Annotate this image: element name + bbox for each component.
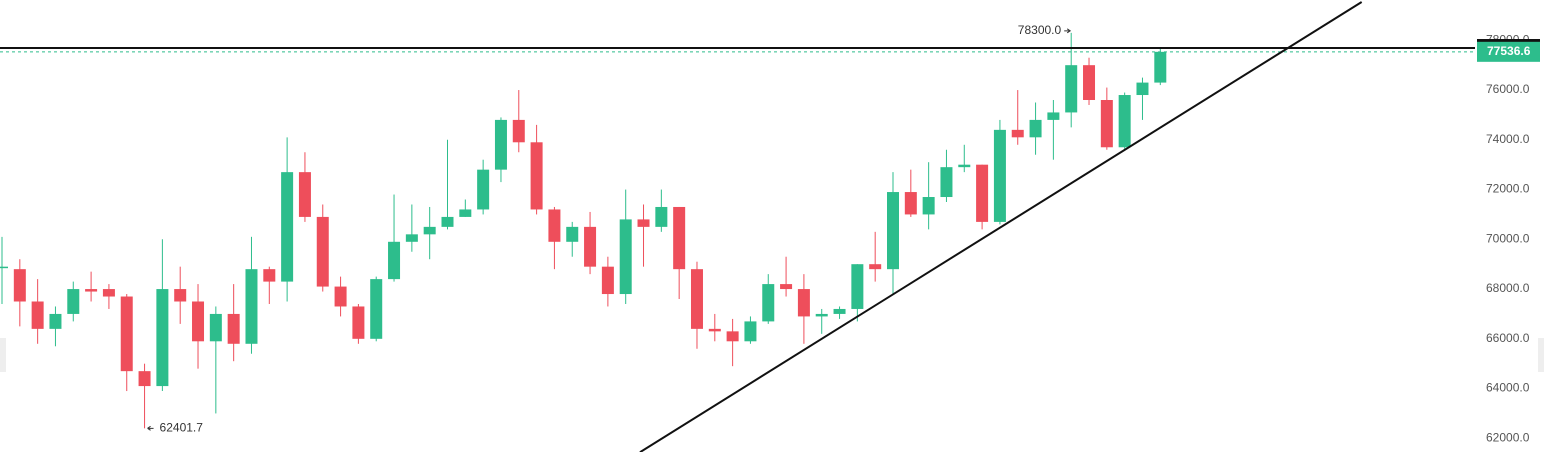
candle-body — [601, 266, 614, 295]
candle-body — [1029, 119, 1042, 138]
candle-body — [370, 279, 383, 339]
candle-body — [744, 321, 757, 342]
candle-body — [530, 142, 543, 210]
candle-body — [1083, 65, 1096, 101]
candle-body — [762, 284, 775, 322]
candle-body — [227, 313, 240, 344]
candle-body — [833, 308, 846, 314]
candle-body — [138, 371, 151, 387]
candle-body — [851, 264, 864, 309]
candle-body — [174, 289, 187, 302]
candle-body — [67, 289, 80, 314]
candle-body — [993, 129, 1006, 222]
candle-body — [958, 164, 971, 168]
max-label: 78300.0 — [1018, 23, 1062, 37]
last-price-label: 77536.6 — [1487, 44, 1531, 58]
candle-body — [209, 313, 222, 342]
scroll-tab[interactable] — [1538, 338, 1544, 372]
candle-body — [548, 209, 561, 242]
y-tick-label: 64000.0 — [1486, 381, 1530, 395]
candle-body — [156, 289, 169, 387]
candle-body — [940, 167, 953, 198]
candle-body — [673, 206, 686, 270]
candle-body — [780, 284, 793, 290]
candle-body — [869, 264, 882, 270]
candle-body — [584, 226, 597, 267]
candle-body — [459, 209, 472, 217]
candle-body — [1065, 65, 1078, 113]
candle-body — [388, 241, 401, 280]
candle-body — [49, 313, 62, 329]
candle-body — [976, 164, 989, 222]
candle-body — [13, 269, 26, 302]
candle-body — [619, 219, 632, 295]
candle-body — [423, 226, 436, 235]
candle-body — [1047, 112, 1060, 120]
last-price-tag — [1477, 41, 1540, 62]
candle-body — [726, 331, 739, 342]
candle-body — [904, 192, 917, 215]
candle-body — [1136, 82, 1149, 96]
y-tick-label: 72000.0 — [1486, 182, 1530, 196]
candle-body — [120, 296, 133, 372]
candle-body — [352, 306, 365, 339]
candle-body — [245, 269, 258, 344]
min-arrow — [147, 425, 154, 431]
candle-body — [263, 269, 276, 282]
candle-body — [1100, 100, 1113, 148]
candle-body — [316, 216, 329, 287]
candle-body — [797, 289, 810, 317]
candle-body — [512, 119, 525, 143]
max-arrow — [1064, 28, 1072, 34]
y-tick-label: 76000.0 — [1486, 82, 1530, 96]
candle-body — [494, 119, 507, 170]
candle-body — [85, 289, 98, 292]
candle-body — [441, 216, 454, 227]
candle-body — [1011, 129, 1024, 138]
candle-body — [708, 328, 721, 332]
candle-body — [566, 226, 579, 242]
candle-body — [477, 169, 490, 210]
min-label: 62401.7 — [160, 420, 204, 434]
y-tick-label: 70000.0 — [1486, 231, 1530, 245]
candle-body — [637, 219, 650, 227]
candle-body — [31, 301, 44, 329]
scroll-tab[interactable] — [0, 338, 6, 372]
candle-body — [334, 286, 347, 307]
candle-body — [102, 289, 115, 297]
candle-body — [0, 266, 8, 269]
y-tick-label: 66000.0 — [1486, 331, 1530, 345]
candle-body — [655, 206, 668, 227]
candle-body — [1118, 95, 1131, 148]
candle-body — [192, 301, 205, 342]
candle-body — [815, 313, 828, 317]
candle-body — [281, 172, 294, 282]
y-tick-label: 62000.0 — [1486, 430, 1530, 444]
price-axis: 62000.0 64000.0 66000.0 68000.0 70000.0 72000… — [1477, 32, 1540, 444]
candle-body — [1154, 51, 1167, 83]
candle-body — [405, 234, 418, 242]
plot-area — [0, 1, 1475, 452]
candle-body — [887, 192, 899, 270]
trend-line — [639, 1, 1363, 452]
candle-body — [298, 172, 311, 217]
y-tick-label: 68000.0 — [1486, 281, 1530, 295]
candle-body — [690, 269, 703, 329]
candle-body — [922, 197, 935, 215]
y-tick-label: 74000.0 — [1486, 132, 1530, 146]
